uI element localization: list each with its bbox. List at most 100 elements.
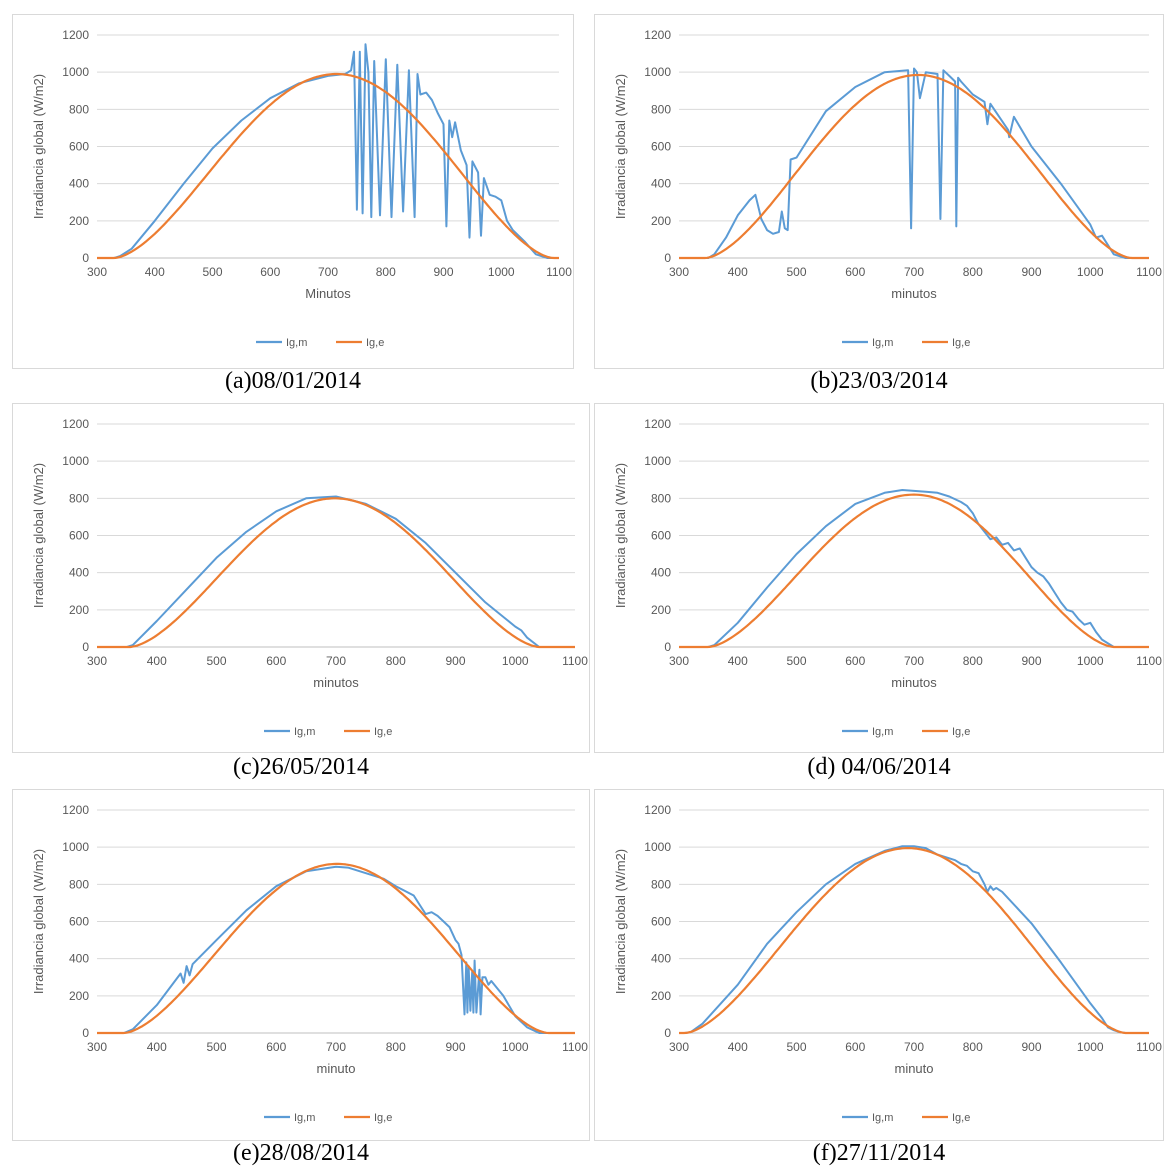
x-tick-label: 500 [786,654,806,668]
x-tick-label: 1100 [562,1040,588,1054]
x-tick-label: 500 [202,265,222,279]
y-tick-label: 1000 [62,65,89,79]
y-axis-label: Irradiancia global (W/m2) [613,74,628,219]
x-tick-label: 700 [326,1040,346,1054]
y-tick-label: 200 [69,989,89,1003]
x-tick-label: 400 [145,265,165,279]
y-tick-label: 600 [69,529,89,543]
x-tick-label: 900 [445,654,465,668]
x-tick-label: 1100 [1136,265,1162,279]
chart-panel-d: 0 200 400 600 800 1000 1200 300 400 500 600 700 800 9… [594,403,1164,753]
y-axis-label: Irradiancia global (W/m2) [613,849,628,994]
y-tick-label: 1000 [62,454,89,468]
legend-label: Ig,e [374,726,392,738]
series-line-estimated [679,73,1149,260]
x-tick-label: 500 [786,265,806,279]
x-tick-label: 700 [318,265,338,279]
x-tick-label: 1000 [1077,654,1104,668]
y-tick-label: 800 [651,877,671,891]
x-tick-label: 300 [669,654,689,668]
y-tick-label: 0 [82,640,89,654]
x-tick-label: 800 [963,1040,983,1054]
x-tick-label: 1000 [488,265,515,279]
chart-panel-a: 0 200 400 600 800 1000 1200 300 400 500 600 700 800 9… [12,14,574,369]
x-tick-label: 600 [266,1040,286,1054]
y-tick-label: 1200 [62,28,89,42]
y-axis-label: Irradiancia global (W/m2) [613,463,628,608]
y-tick-label: 1200 [62,803,89,817]
y-axis-label: Irradiancia global (W/m2) [31,463,46,608]
legend-label: Ig,m [872,1112,893,1124]
legend-label: Ig,e [952,726,970,738]
y-tick-label: 1000 [644,840,671,854]
y-tick-label: 600 [651,140,671,154]
legend-label: Ig,m [286,337,307,349]
caption-f: (f)27/11/2014 [812,1140,946,1166]
caption-e: (e)28/08/2014 [233,1140,369,1166]
x-axis-label: Minutos [305,286,351,301]
x-tick-label: 600 [845,1040,865,1054]
legend-label: Ig,m [872,726,893,738]
x-tick-label: 700 [904,1040,924,1054]
y-tick-label: 400 [651,566,671,580]
x-tick-label: 300 [669,265,689,279]
y-tick-label: 800 [69,491,89,505]
series-line-estimated [97,497,575,649]
x-tick-label: 1000 [1077,1040,1104,1054]
x-tick-label: 900 [1021,265,1041,279]
y-tick-label: 800 [651,491,671,505]
y-tick-label: 400 [69,566,89,580]
x-tick-label: 700 [904,265,924,279]
chart-svg-e: 0 200 400 600 800 1000 1200 300 400 500 600 700 800 9… [31,803,588,1124]
y-tick-label: 200 [69,603,89,617]
series-line-measured [97,43,559,259]
chart-panel-b: 0 200 400 600 800 1000 1200 300 400 500 600 700 800 9… [594,14,1164,369]
x-tick-label: 500 [206,1040,226,1054]
caption-d: (d) 04/06/2014 [807,754,951,780]
chart-svg-a: 0 200 400 600 800 1000 1200 300 400 500 600 700 800 9… [31,28,572,349]
x-tick-label: 400 [147,1040,167,1054]
legend-label: Ig,m [294,726,315,738]
y-tick-label: 800 [69,877,89,891]
y-tick-label: 600 [651,915,671,929]
caption-c: (c)26/05/2014 [233,754,369,780]
y-tick-label: 200 [651,989,671,1003]
x-tick-label: 300 [87,1040,107,1054]
legend-label: Ig,e [952,337,970,349]
x-tick-label: 500 [786,1040,806,1054]
x-axis-label: minutos [891,675,937,690]
x-axis-label: minutos [313,675,359,690]
x-tick-label: 1000 [502,1040,529,1054]
x-axis-label: minuto [894,1061,933,1076]
x-tick-label: 800 [376,265,396,279]
y-tick-label: 200 [651,214,671,228]
y-tick-label: 1200 [644,417,671,431]
y-tick-label: 200 [69,214,89,228]
x-tick-label: 400 [147,654,167,668]
y-tick-label: 0 [82,1026,89,1040]
x-tick-label: 600 [266,654,286,668]
y-tick-label: 800 [651,102,671,116]
x-tick-label: 900 [433,265,453,279]
x-tick-label: 800 [386,654,406,668]
y-tick-label: 400 [69,177,89,191]
y-tick-label: 1000 [644,65,671,79]
y-tick-label: 600 [69,915,89,929]
chart-panel-c: 0 200 400 600 800 1000 1200 300 400 500 600 700 800 9… [12,403,590,753]
y-axis-label: Irradiancia global (W/m2) [31,849,46,994]
y-tick-label: 0 [664,1026,671,1040]
legend-label: Ig,e [366,337,384,349]
x-tick-label: 700 [904,654,924,668]
y-tick-label: 1000 [644,454,671,468]
x-tick-label: 400 [728,1040,748,1054]
legend-label: Ig,m [872,337,893,349]
series-line-estimated [97,72,559,260]
x-tick-label: 1100 [546,265,572,279]
y-tick-label: 800 [69,102,89,116]
y-tick-label: 200 [651,603,671,617]
x-tick-label: 700 [326,654,346,668]
x-tick-label: 1000 [502,654,529,668]
series-line-estimated [679,847,1149,1035]
y-tick-label: 400 [651,952,671,966]
x-tick-label: 1100 [1136,654,1162,668]
